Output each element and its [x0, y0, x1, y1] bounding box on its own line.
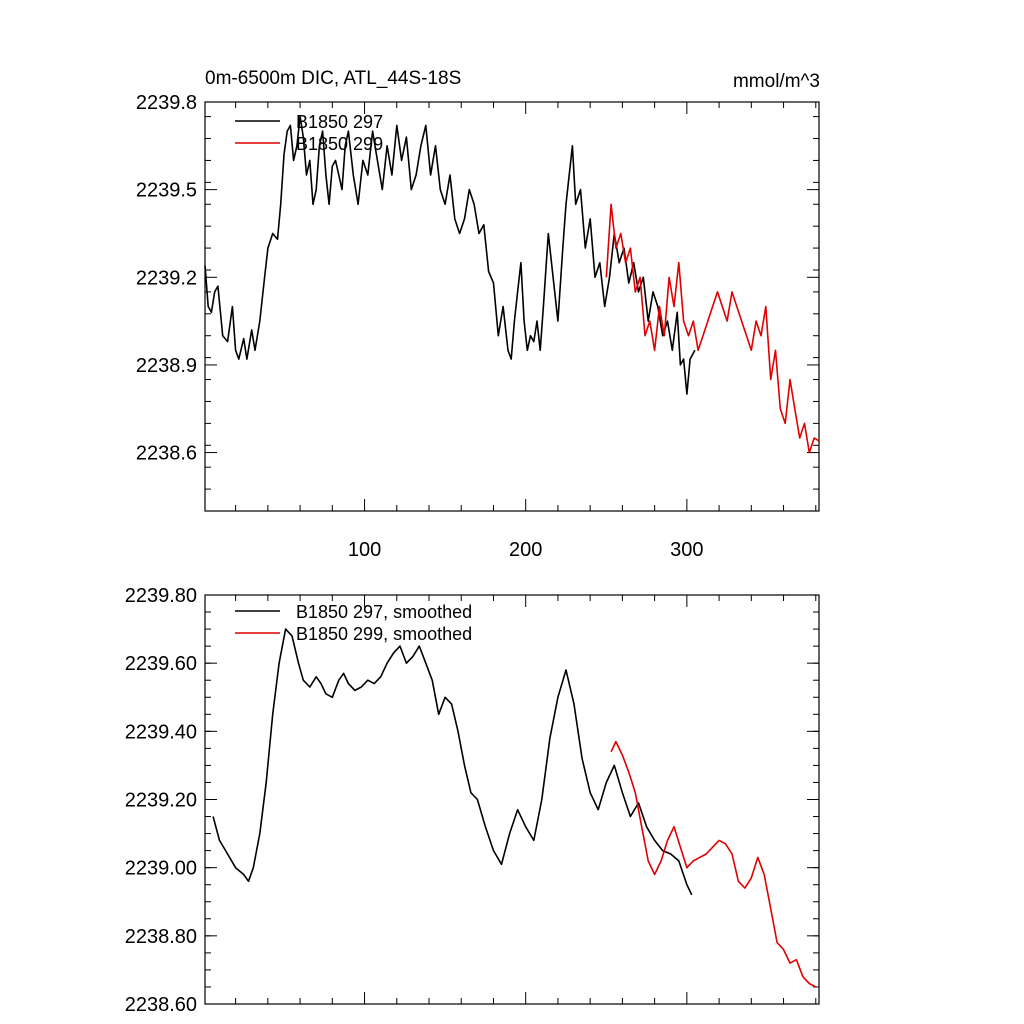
y-tick-label: 2239.00: [125, 858, 197, 880]
y-tick-label: 2238.9: [136, 355, 197, 377]
y-tick-label: 2239.60: [125, 653, 197, 675]
top-panel-units: mmol/m^3: [733, 71, 820, 92]
top-panel: 0m-6500m DIC, ATL_44S-18S mmol/m^3 2238.…: [136, 68, 820, 561]
series-line-2: [610, 740, 817, 988]
y-tick-label: 2239.80: [125, 585, 197, 607]
legend-label: B1850 297, smoothed: [296, 602, 472, 622]
x-tick-label: 300: [670, 539, 703, 561]
y-tick-label: 2238.80: [125, 926, 197, 948]
y-tick-label: 2239.2: [136, 267, 197, 289]
y-tick-label: 2239.8: [136, 92, 197, 114]
bottom-panel: 2238.60 2238.80 2239.00 2239.20 2239.40 2239.…: [125, 585, 820, 1016]
y-tick-label: 2238.6: [136, 443, 197, 465]
y-tick-label: 2239.5: [136, 180, 197, 202]
legend-label: B1850 297: [296, 112, 383, 132]
legend-label: B1850 299, smoothed: [296, 624, 472, 644]
top-panel-title: 0m-6500m DIC, ATL_44S-18S: [205, 68, 461, 89]
y-tick-label: 2239.40: [125, 721, 197, 743]
series-line-1: [212, 628, 693, 896]
series-line-2: [605, 203, 820, 454]
x-tick-label: 200: [509, 539, 542, 561]
series-line-1: [204, 115, 696, 395]
x-tick-label: 100: [348, 539, 381, 561]
y-tick-label: 2239.20: [125, 790, 197, 812]
y-tick-label: 2238.60: [125, 994, 197, 1016]
legend-label: B1850 299: [296, 134, 383, 154]
top-plot-frame: [204, 101, 820, 512]
